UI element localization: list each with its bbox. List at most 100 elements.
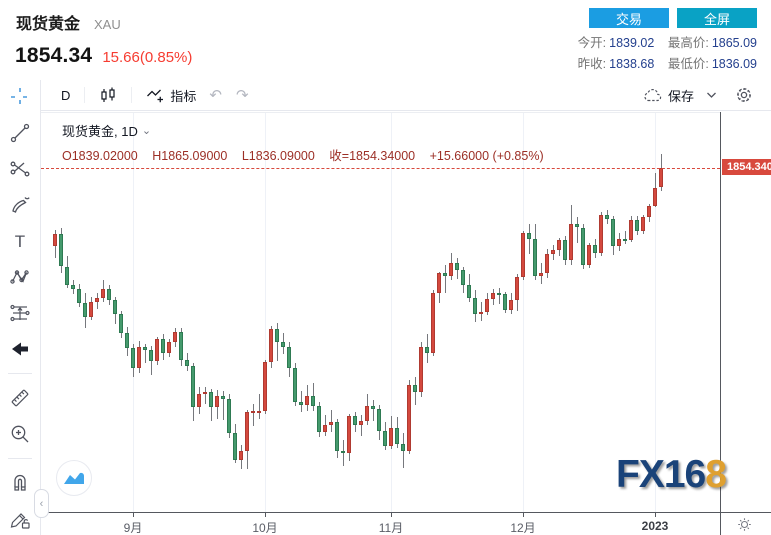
month-gridline	[133, 113, 134, 513]
open-value: 1839.02	[609, 36, 655, 50]
chart-type-button[interactable]	[93, 84, 123, 106]
tool-trend-line[interactable]	[7, 121, 33, 145]
legend-title-row[interactable]: 现货黄金, 1D ⌄	[62, 121, 555, 140]
candle-up	[154, 339, 160, 361]
high-label: 最高价:	[667, 36, 709, 50]
time-axis-label: 11月	[378, 521, 404, 535]
time-axis-label: 10月	[252, 521, 278, 535]
candle-up	[238, 451, 244, 461]
candle-up	[478, 311, 484, 315]
candle-up	[508, 300, 514, 311]
symbol-code: XAU	[94, 17, 121, 32]
toolbar-right-group: 保存	[636, 84, 759, 107]
candle-down	[286, 347, 292, 369]
tool-xabcd-pattern[interactable]	[7, 265, 33, 289]
area-chart-logo-icon	[64, 472, 85, 484]
trade-button[interactable]: 交易	[589, 8, 669, 28]
candle-down	[226, 398, 232, 433]
candle-down	[532, 238, 538, 277]
time-axis-tick	[523, 513, 524, 517]
candle-down	[394, 427, 400, 444]
low-value: 1836.09	[711, 57, 757, 71]
candle-up	[658, 167, 664, 188]
price-row: 1854.34 15.66(0.85%)	[15, 44, 192, 68]
chart-legend: 现货黄金, 1D ⌄ O1839.02000 H1865.09000 L1836…	[62, 121, 555, 164]
tool-gann-fibonacci[interactable]	[7, 157, 33, 181]
candle-down	[160, 339, 166, 354]
candle-up	[616, 238, 622, 247]
candle-down	[580, 227, 586, 266]
candle-wick	[258, 393, 260, 419]
candle-up	[172, 331, 178, 342]
tool-arrow-marker[interactable]	[7, 337, 33, 361]
candle-up	[514, 276, 520, 301]
candle-up	[268, 329, 274, 363]
fullscreen-button[interactable]: 全屏	[677, 8, 757, 28]
indicators-button[interactable]: 指标	[140, 84, 202, 107]
axis-settings-button[interactable]	[737, 517, 752, 532]
candle-down	[412, 384, 418, 393]
time-axis-label: 9月	[123, 521, 143, 535]
candle-up	[418, 347, 424, 393]
interval-button[interactable]: D	[61, 87, 71, 103]
time-axis-label: 2023	[641, 519, 669, 533]
candle-down	[634, 219, 640, 232]
candle-down	[370, 406, 376, 409]
candle-down	[112, 300, 118, 315]
candle-up	[214, 396, 220, 408]
candle-wick	[480, 301, 482, 321]
month-gridline	[265, 113, 266, 513]
candle-down	[604, 214, 610, 219]
candle-down	[502, 294, 508, 311]
tool-crosshair[interactable]	[7, 85, 33, 109]
tool-measure-ruler[interactable]	[7, 386, 33, 410]
zoom-in-icon	[11, 425, 29, 443]
candle-up	[520, 232, 526, 277]
tool-brush[interactable]	[7, 193, 33, 217]
candle-up	[448, 262, 454, 277]
chevron-down-icon	[707, 92, 716, 98]
legend-low: L1836.09000	[241, 149, 315, 163]
save-button[interactable]: 保存	[636, 84, 700, 107]
candle-up	[646, 206, 652, 218]
toolbar-separator	[84, 87, 86, 103]
legend-caret-icon[interactable]: ⌄	[141, 125, 152, 137]
candlestick-chart[interactable]	[41, 112, 720, 513]
candle-wick	[300, 391, 302, 413]
candle-down	[232, 432, 238, 461]
undo-button[interactable]: ↶	[209, 87, 222, 104]
month-gridline	[391, 113, 392, 513]
magnet-icon	[14, 474, 26, 491]
candle-down	[424, 347, 430, 354]
redo-button[interactable]: ↷	[235, 87, 249, 104]
stats-row-2: 昨收: 1838.68 最低价: 1836.09	[578, 54, 757, 75]
tool-magnet[interactable]	[7, 471, 33, 495]
candle-down	[316, 406, 322, 433]
candle-down	[382, 431, 388, 447]
candle-down	[178, 331, 184, 360]
fx168-text-gold: 8	[705, 453, 727, 496]
candle-down	[472, 297, 478, 315]
tool-lock-drawings[interactable]	[7, 507, 33, 531]
candle-down	[376, 408, 382, 432]
candle-wick	[624, 231, 626, 244]
candle-down	[208, 392, 214, 408]
fx168-watermark: FX168	[616, 453, 727, 497]
time-axis[interactable]: 9月 10月 11月 12月 2023	[41, 512, 771, 535]
sidebar-collapse-handle[interactable]: ‹	[34, 489, 49, 518]
candle-down	[574, 223, 580, 228]
candle-down	[526, 232, 532, 239]
price-axis[interactable]: 1854.340	[720, 112, 771, 512]
candle-down	[610, 218, 616, 247]
candle-up	[538, 272, 544, 277]
candle-wick	[222, 391, 224, 420]
candle-down	[70, 285, 76, 290]
save-menu-button[interactable]	[700, 89, 723, 101]
tool-zoom-in[interactable]	[7, 422, 33, 446]
tool-text[interactable]: T	[7, 229, 33, 253]
chart-settings-button[interactable]	[729, 84, 759, 106]
candle-down	[82, 302, 88, 317]
tool-forecast[interactable]	[7, 301, 33, 325]
candle-up	[358, 421, 364, 425]
